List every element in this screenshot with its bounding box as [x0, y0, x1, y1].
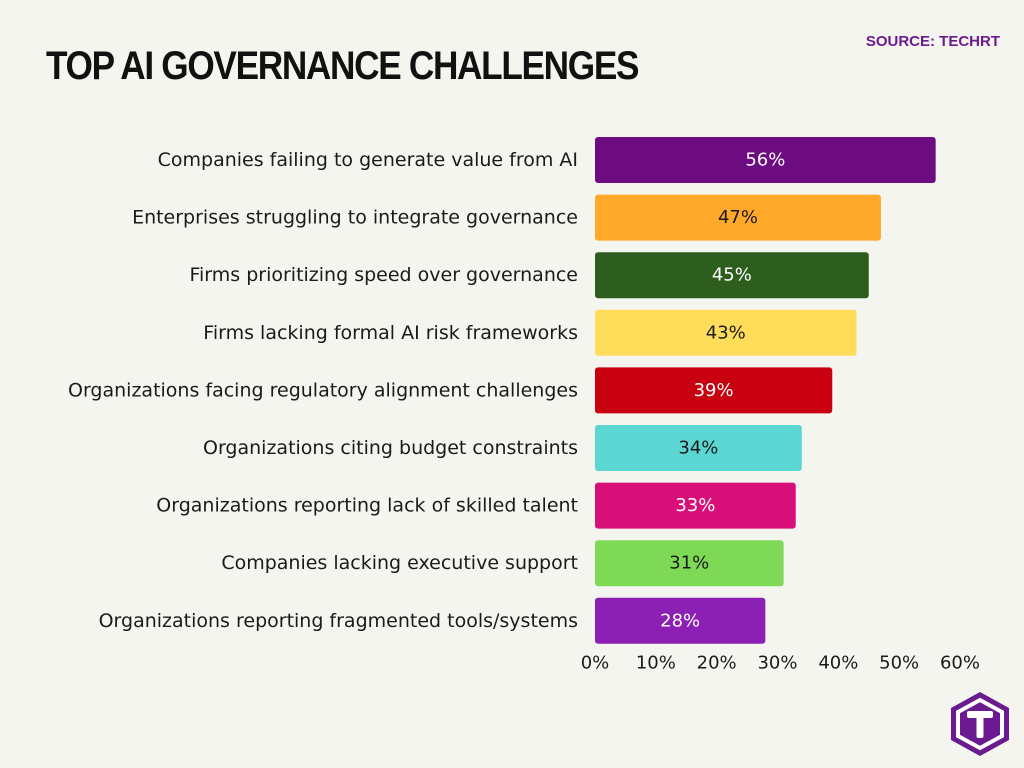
- category-label: Companies failing to generate value from…: [158, 149, 578, 171]
- bar: [595, 252, 869, 299]
- bar: [595, 597, 766, 644]
- t-hexagon-logo-icon: [951, 692, 1009, 756]
- bar-value-label: 45%: [712, 265, 752, 286]
- bar: [595, 137, 936, 183]
- value-labels: 56% 47% 45% 43% 39% 34% 33% 31% 28%: [660, 150, 785, 632]
- x-tick-label: 60%: [940, 653, 980, 674]
- category-labels: Companies failing to generate value from…: [68, 149, 578, 632]
- bar-value-label: 56%: [745, 150, 785, 171]
- category-label: Organizations citing budget constraints: [203, 437, 578, 459]
- category-label: Firms prioritizing speed over governance: [189, 264, 578, 286]
- bar-value-label: 39%: [694, 380, 734, 401]
- category-label: Organizations facing regulatory alignmen…: [68, 379, 578, 401]
- bar-value-label: 31%: [669, 553, 709, 574]
- x-tick-label: 40%: [818, 653, 858, 674]
- chart-title: TOP AI GOVERNANCE CHALLENGES: [46, 44, 639, 88]
- category-label: Organizations reporting lack of skilled …: [156, 495, 578, 517]
- category-label: Firms lacking formal AI risk frameworks: [203, 322, 578, 344]
- x-tick-label: 50%: [879, 653, 919, 674]
- bar-value-label: 33%: [675, 495, 715, 516]
- bar-value-label: 34%: [678, 438, 718, 459]
- bar: [595, 540, 784, 587]
- bar: [595, 482, 796, 529]
- bar: [595, 425, 802, 471]
- x-tick-label: 0%: [581, 653, 610, 674]
- x-tick-label: 20%: [697, 653, 737, 674]
- category-label: Enterprises struggling to integrate gove…: [132, 207, 578, 229]
- bar-value-label: 47%: [718, 207, 758, 228]
- bar: [595, 309, 857, 356]
- x-axis-ticks: 0% 10% 20% 30% 40% 50% 60%: [581, 653, 980, 674]
- bars: [595, 137, 936, 644]
- bar-value-label: 43%: [706, 322, 746, 343]
- bar: [595, 367, 833, 414]
- category-label: Companies lacking executive support: [221, 552, 578, 574]
- x-tick-label: 30%: [757, 653, 797, 674]
- bar-value-label: 28%: [660, 610, 700, 631]
- x-tick-label: 10%: [636, 653, 676, 674]
- category-label: Organizations reporting fragmented tools…: [99, 610, 578, 632]
- bar: [595, 194, 881, 241]
- source-label: SOURCE: TECHRT: [865, 33, 1000, 50]
